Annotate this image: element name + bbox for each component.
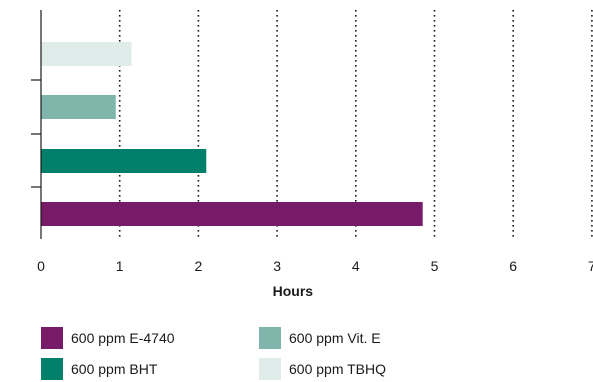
bar-600-ppm-e-4740 xyxy=(41,202,423,226)
bar-600-ppm-bht xyxy=(41,149,207,173)
x-tick-label-6: 6 xyxy=(509,258,517,274)
tick-labels: 0 1 2 3 4 5 6 7 xyxy=(37,258,593,274)
x-tick-label-7: 7 xyxy=(588,258,593,274)
x-tick-label-4: 4 xyxy=(352,258,360,274)
x-axis-title: Hours xyxy=(273,283,314,299)
x-tick-label-3: 3 xyxy=(273,258,281,274)
x-tick-label-5: 5 xyxy=(431,258,439,274)
bar-600-ppm-tbhq xyxy=(41,42,132,66)
axes xyxy=(31,10,42,239)
bars xyxy=(41,42,423,226)
x-tick-label-1: 1 xyxy=(116,258,124,274)
x-tick-label-0: 0 xyxy=(37,258,45,274)
grid-lines xyxy=(118,10,593,239)
x-tick-label-2: 2 xyxy=(195,258,203,274)
bar-600-ppm-vit-e xyxy=(41,95,116,119)
